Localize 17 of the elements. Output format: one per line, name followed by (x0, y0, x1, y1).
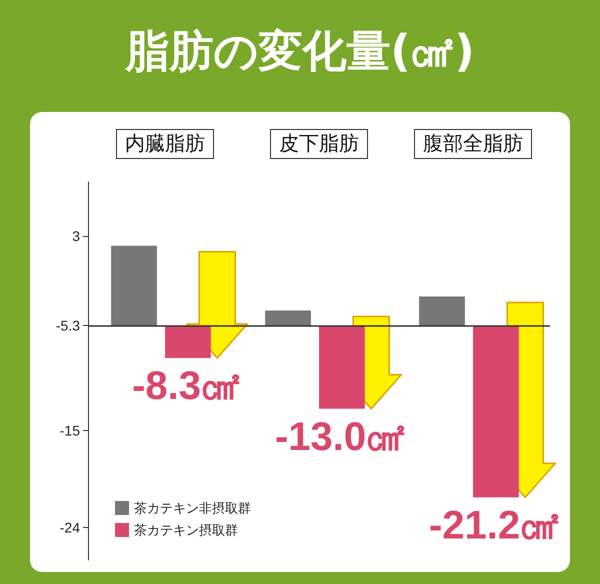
y-tick-label: -5.3 (56, 318, 80, 334)
data-label: -13.0㎠ (274, 414, 406, 459)
bar (111, 246, 157, 326)
legend-label: 茶カテキン非摂取群 (134, 500, 251, 516)
x-tick-label: 皮下脂肪 (279, 133, 359, 155)
bar (419, 296, 465, 326)
data-label: -8.3㎠ (132, 364, 242, 408)
y-tick-label: -24 (60, 520, 80, 536)
bar (265, 310, 311, 326)
x-tick-label: 腹部全脂肪 (423, 133, 523, 155)
data-label: -21.2㎠ (428, 503, 560, 548)
legend-label: 茶カテキン摂取群 (134, 522, 238, 538)
chart-title: 脂肪の変化量(㎠) (124, 25, 476, 79)
y-tick-label: 3 (72, 228, 80, 244)
y-tick-label: -15 (60, 422, 80, 438)
bar (165, 326, 211, 358)
x-tick-label: 内臓脂肪 (125, 133, 205, 155)
